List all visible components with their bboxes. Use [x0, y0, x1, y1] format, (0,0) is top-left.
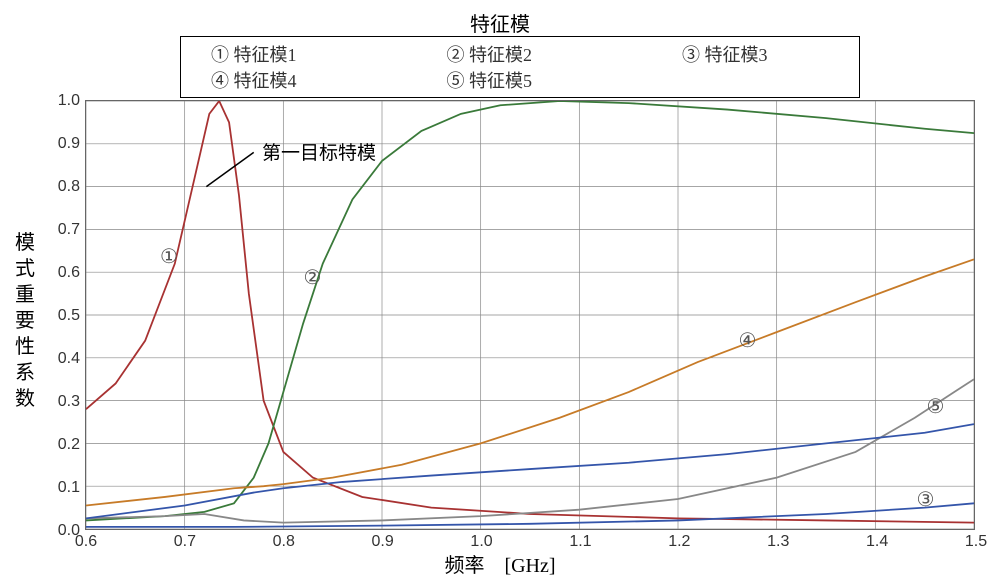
chart-title: 特征模	[0, 8, 1000, 37]
legend-box: ① 特征模1 ② 特征模2 ③ 特征模3 ④ 特征模4 ⑤ 特征模5	[180, 36, 860, 98]
y-tick-label: 0.3	[58, 393, 80, 411]
x-tick-label: 0.6	[75, 533, 97, 551]
legend-row-1: ① 特征模1 ② 特征模2 ③ 特征模3	[211, 41, 829, 67]
x-tick-label: 1.2	[668, 533, 690, 551]
x-tick-label: 0.9	[372, 533, 394, 551]
x-axis-label: 频率 [GHz]	[0, 549, 1000, 578]
curve-mode1	[86, 101, 974, 523]
x-tick-label: 1.3	[767, 533, 789, 551]
curve-marker-mode1: ①	[160, 244, 178, 269]
y-tick-label: 1.0	[58, 92, 80, 110]
curve-marker-mode3: ③	[917, 487, 935, 512]
x-tick-label: 1.4	[866, 533, 888, 551]
x-tick-label: 0.7	[174, 533, 196, 551]
y-tick-label: 0.2	[58, 436, 80, 454]
annotation-text: 第一目标特模	[262, 138, 376, 165]
y-tick-label: 0.4	[58, 350, 80, 368]
x-tick-label: 1.1	[569, 533, 591, 551]
curve-mode_extra	[86, 424, 974, 518]
plot-area: 0.00.10.20.30.40.50.60.70.80.91.00.60.70…	[85, 100, 975, 530]
y-tick-label: 0.8	[58, 178, 80, 196]
curve-marker-mode4: ④	[739, 328, 757, 353]
x-tick-label: 1.0	[470, 533, 492, 551]
y-tick-label: 0.5	[58, 307, 80, 325]
y-tick-label: 0.1	[58, 479, 80, 497]
x-tick-label: 0.8	[273, 533, 295, 551]
legend-item-1: ① 特征模1	[211, 41, 297, 67]
legend-item-2: ② 特征模2	[447, 41, 533, 67]
plot-svg	[86, 101, 974, 529]
legend-item-4: ④ 特征模4	[211, 67, 297, 93]
y-tick-label: 0.7	[58, 221, 80, 239]
curve-marker-mode5: ⑤	[926, 394, 944, 419]
legend-item-3: ③ 特征模3	[682, 41, 768, 67]
y-tick-label: 0.9	[58, 135, 80, 153]
curve-marker-mode2: ②	[303, 265, 321, 290]
legend-item-5: ⑤ 特征模5	[447, 67, 533, 93]
y-axis-label: 模式重要性系数	[14, 230, 36, 412]
x-tick-label: 1.5	[965, 533, 987, 551]
y-tick-label: 0.6	[58, 264, 80, 282]
legend-row-2: ④ 特征模4 ⑤ 特征模5	[211, 67, 829, 93]
